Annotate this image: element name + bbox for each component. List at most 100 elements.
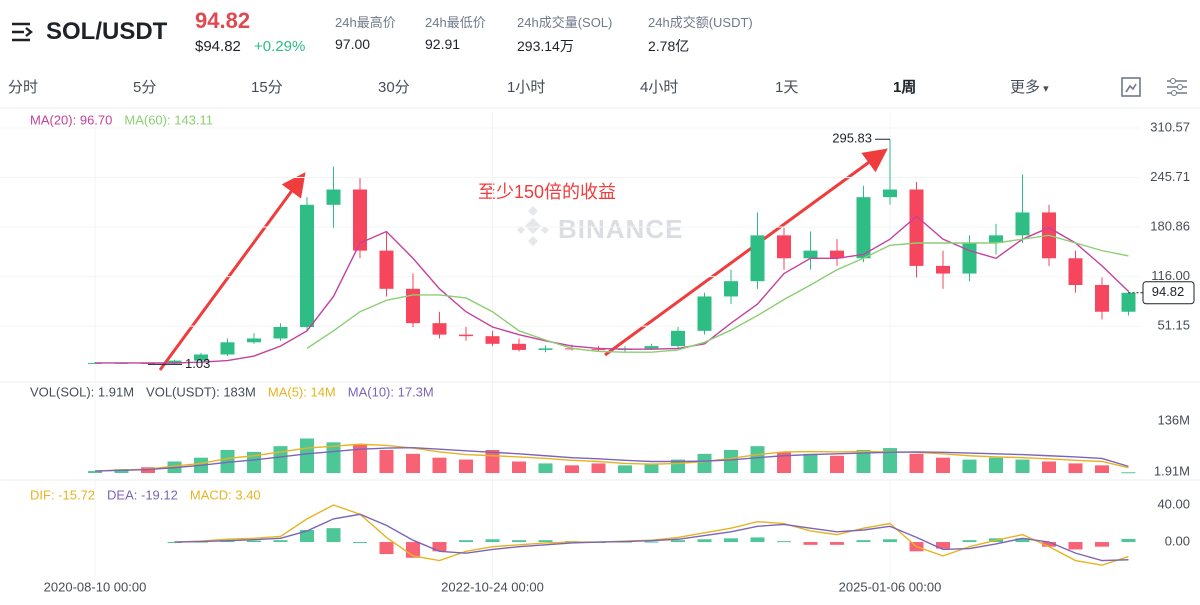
legend-entry: MA(10): 17.3M (348, 384, 434, 399)
candle-body (856, 197, 871, 259)
settings-icon[interactable] (1165, 76, 1189, 98)
macd-bar (326, 528, 341, 543)
legend-entry: DEA: -19.12 (107, 487, 178, 502)
volume-bar (459, 459, 473, 473)
candle-body (1068, 258, 1083, 285)
tab[interactable]: 1小时 (507, 79, 546, 96)
macd-bar (671, 540, 685, 543)
candle-body (432, 323, 447, 335)
candle-body (167, 360, 182, 364)
macd-bar (803, 542, 818, 545)
price-tag-label: 94.82 (1152, 284, 1185, 299)
volume-bar (750, 446, 765, 473)
candle-body (512, 343, 526, 350)
macd-bar (697, 539, 712, 543)
volume-bar (512, 461, 526, 473)
candle-body (989, 235, 1003, 243)
candle-body (750, 235, 765, 282)
stat-label: 24h最低价 (425, 15, 486, 30)
stat-value: 293.14万 (517, 38, 574, 54)
stat-value: 92.91 (425, 36, 461, 52)
tab[interactable]: 5分 (133, 79, 157, 96)
arrow (158, 172, 306, 371)
y-tick-label: 1.91M (1154, 464, 1190, 479)
stat-value: 97.00 (335, 36, 371, 52)
usd-price: $94.82 (195, 38, 241, 55)
macd-bar (1121, 538, 1136, 543)
volume-bar (114, 469, 129, 473)
macd-bar (1042, 542, 1056, 547)
macd-bar (379, 542, 394, 555)
volume-bar (1015, 459, 1030, 473)
macd-bar (1095, 542, 1109, 547)
candle-body (194, 354, 208, 361)
macd-bar (273, 540, 288, 543)
dif-line (174, 504, 1129, 566)
candle-body (803, 250, 818, 259)
legend-entry: MA(20): 96.70 (30, 112, 112, 127)
vol-ma10-line (94, 446, 1129, 472)
macd-bar (1015, 538, 1030, 543)
caret: ▾ (1040, 83, 1049, 95)
volume-bar (485, 450, 500, 473)
y-tick-label: 0.00 (1165, 533, 1190, 548)
y-tick-label: 136M (1157, 412, 1190, 427)
y-tick-label: 310.57 (1150, 119, 1190, 134)
tab[interactable]: 4小时 (640, 79, 679, 96)
volume-bar (777, 451, 791, 473)
price-tag (1142, 281, 1195, 305)
stat-value: 2.78亿 (648, 38, 690, 54)
legend-entry: DIF: -15.72 (30, 487, 95, 502)
volume-bar (88, 471, 102, 473)
candle-body (459, 334, 473, 337)
menu-icon[interactable] (10, 20, 36, 44)
candle-body (1121, 292, 1136, 312)
legend-entry: MA(60): 143.11 (124, 112, 213, 127)
macd-bar (167, 542, 182, 544)
y-tick-label: 180.86 (1150, 218, 1190, 233)
volume-bar (247, 451, 261, 473)
macd-bar (538, 540, 553, 543)
macd-bar (459, 540, 473, 543)
volume-bar (591, 463, 606, 473)
candle-body (777, 235, 791, 259)
volume-bar (697, 453, 712, 473)
macd-bar (432, 542, 447, 552)
candle-body (936, 265, 950, 274)
x-tick-label: 2020-08-10 00:00 (44, 579, 147, 594)
volume-bar (856, 450, 871, 473)
macd-bar (883, 539, 897, 543)
tab[interactable]: 30分 (378, 79, 410, 96)
tab[interactable]: 1天 (775, 79, 799, 96)
volume-bar (326, 442, 341, 473)
candle-body (273, 327, 288, 339)
volume-bar (803, 453, 818, 473)
candle-body (485, 336, 500, 344)
volume-bar (724, 450, 738, 473)
volume-bar (644, 463, 659, 473)
macd-bar (830, 542, 844, 545)
macd-bar (777, 541, 791, 543)
volume-bar (220, 450, 235, 473)
tab[interactable]: 1周 (893, 79, 917, 96)
y-tick-label: 40.00 (1157, 496, 1190, 511)
candle-body (909, 189, 924, 266)
low-label: 1.03 (185, 356, 210, 371)
draw-icon[interactable] (1120, 76, 1142, 98)
y-tick-label: 51.15 (1157, 318, 1190, 333)
candle-body (883, 189, 897, 198)
symbol[interactable]: SOL/USDT (46, 18, 168, 45)
candle-body (697, 296, 712, 331)
legend-entry: VOL(USDT): 183M (146, 384, 256, 399)
vol-ma5-line (94, 443, 1129, 472)
volume-bar (565, 465, 579, 473)
candle-body (1015, 212, 1030, 236)
tab[interactable]: 更多 ▾ (1010, 79, 1049, 96)
tab[interactable]: 15分 (251, 79, 283, 96)
watermark (517, 206, 549, 246)
candle-body (300, 204, 314, 328)
tab[interactable]: 分时 (8, 79, 39, 96)
volume-bar (1068, 463, 1083, 473)
